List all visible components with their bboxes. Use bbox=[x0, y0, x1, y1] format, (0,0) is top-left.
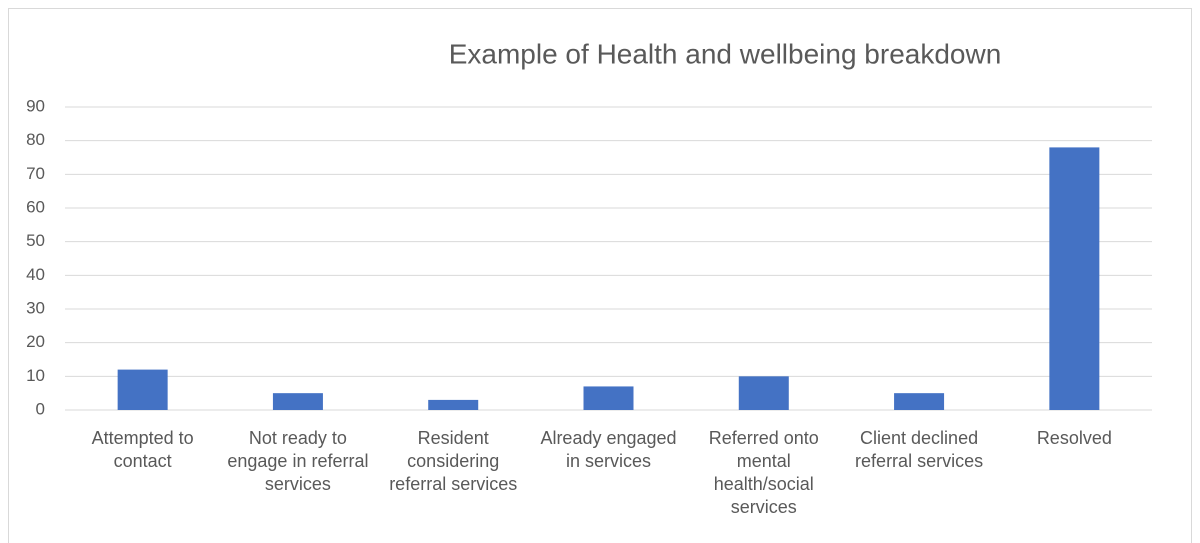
y-tick-label: 70 bbox=[26, 164, 45, 183]
x-tick-label: Client declined referral services bbox=[855, 428, 984, 471]
bar bbox=[272, 393, 323, 410]
x-tick-label: Resident considering referral services bbox=[389, 428, 518, 494]
x-tick-label: Not ready to engage in referral services bbox=[227, 428, 369, 494]
bar bbox=[428, 399, 479, 410]
bar bbox=[1049, 147, 1100, 410]
y-tick-label: 10 bbox=[26, 366, 45, 385]
y-tick-label: 0 bbox=[36, 399, 45, 418]
y-tick-label: 90 bbox=[26, 96, 45, 115]
x-tick-label: Already engaged in services bbox=[540, 428, 677, 471]
y-tick-label: 60 bbox=[26, 197, 45, 216]
bar bbox=[894, 393, 945, 410]
y-tick-label: 80 bbox=[26, 130, 45, 149]
bar bbox=[583, 386, 634, 410]
bar bbox=[117, 369, 168, 410]
y-tick-label: 40 bbox=[26, 265, 45, 284]
bar bbox=[738, 376, 789, 410]
y-tick-label: 30 bbox=[26, 298, 45, 317]
y-tick-label: 50 bbox=[26, 231, 45, 250]
x-tick-label: Referred onto mental health/social servi… bbox=[708, 428, 819, 517]
chart-title: Example of Health and wellbeing breakdow… bbox=[449, 38, 1002, 69]
x-tick-label: Attempted to contact bbox=[91, 428, 194, 471]
x-tick-label: Resolved bbox=[1036, 428, 1112, 448]
y-tick-label: 20 bbox=[26, 332, 45, 351]
